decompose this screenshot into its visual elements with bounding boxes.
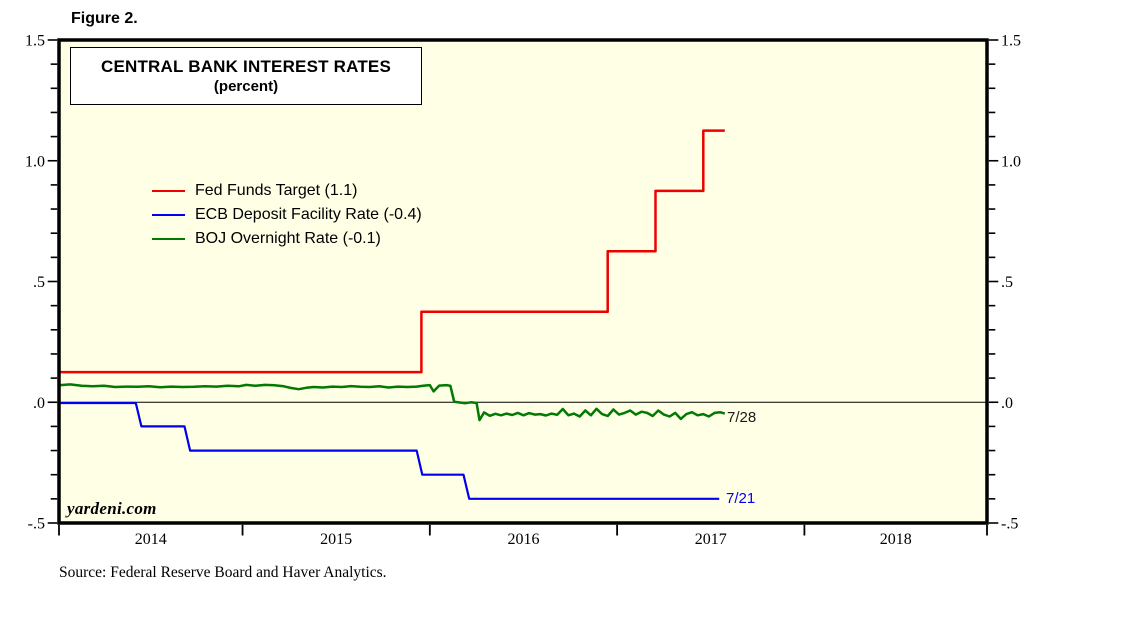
legend-item-fed-funds: Fed Funds Target (1.1): [152, 179, 422, 203]
x-axis-year-label: 2017: [695, 531, 727, 548]
legend-swatch-fed-funds-icon: [152, 190, 185, 192]
watermark: yardeni.com: [67, 499, 157, 518]
chart-legend: Fed Funds Target (1.1) ECB Deposit Facil…: [152, 179, 422, 251]
y-axis-label-right: -.5: [1001, 516, 1018, 533]
y-axis-label-right: .0: [1001, 395, 1013, 412]
boj-end-date-label: 7/28: [727, 409, 757, 426]
legend-label-fed-funds: Fed Funds Target (1.1): [195, 182, 358, 199]
legend-item-boj: BOJ Overnight Rate (-0.1): [152, 227, 422, 251]
x-axis-year-label: 2015: [320, 531, 352, 548]
y-axis-label-left: 1.0: [25, 153, 45, 170]
chart-title: CENTRAL BANK INTEREST RATES: [100, 57, 391, 76]
y-axis-label-left: .5: [33, 274, 45, 291]
legend-swatch-ecb-icon: [152, 214, 185, 216]
y-axis-label-left: -.5: [28, 516, 45, 533]
legend-label-ecb: ECB Deposit Facility Rate (-0.4): [195, 206, 422, 223]
ecb-end-date-label: 7/21: [726, 490, 756, 507]
y-axis-label-right: .5: [1001, 274, 1013, 291]
series-line-ecb-deposit-facility-rate: [59, 401, 720, 500]
x-axis-year-label: 2016: [507, 531, 539, 548]
legend-swatch-boj-icon: [152, 238, 185, 240]
y-axis-label-left: .0: [33, 395, 45, 412]
chart-title-box: CENTRAL BANK INTEREST RATES (percent): [70, 47, 422, 105]
source-note: Source: Federal Reserve Board and Haver …: [59, 564, 387, 581]
plot-background: [59, 40, 987, 523]
plot-frame: [57, 38, 989, 525]
chart-subtitle: (percent): [213, 78, 279, 95]
series-line-fed-funds-target: [59, 129, 725, 374]
y-axis-label-right: 1.0: [1001, 153, 1021, 170]
x-axis-year-label: 2018: [880, 531, 912, 548]
figure-label: Figure 2.: [71, 10, 138, 27]
legend-item-ecb: ECB Deposit Facility Rate (-0.4): [152, 203, 422, 227]
x-axis-year-label: 2014: [135, 531, 167, 548]
legend-label-boj: BOJ Overnight Rate (-0.1): [195, 230, 381, 247]
y-axis-label-right: 1.5: [1001, 33, 1021, 50]
y-axis-label-left: 1.5: [25, 33, 45, 50]
series-line-boj-overnight-rate: [58, 383, 726, 422]
